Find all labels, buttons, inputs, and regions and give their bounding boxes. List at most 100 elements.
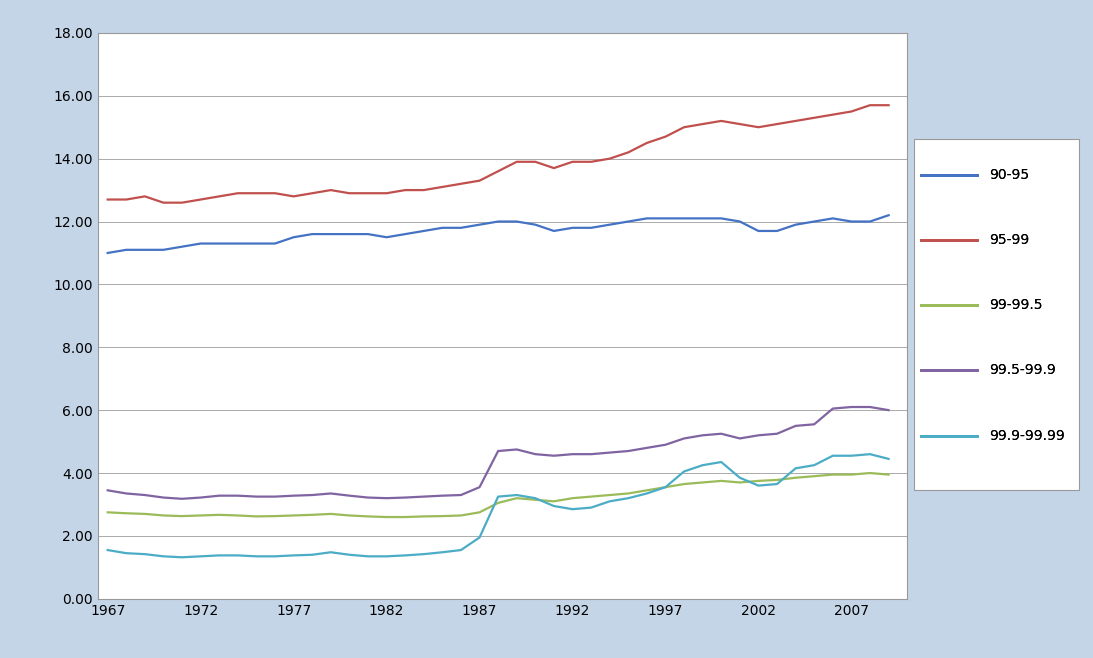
99.9-99.99: [548, 502, 561, 510]
99.9-99.99: [157, 553, 171, 561]
99-99.5: [250, 513, 263, 520]
99.5-99.9: [863, 403, 877, 411]
90-95: [306, 230, 319, 238]
Text: 95-99: 95-99: [989, 233, 1030, 247]
99-99.5: [678, 480, 691, 488]
99.5-99.9: [157, 494, 171, 501]
99.5-99.9: [306, 491, 319, 499]
95-99: [139, 192, 152, 200]
99.5-99.9: [752, 432, 765, 440]
Text: 95-99: 95-99: [989, 233, 1030, 247]
99.5-99.9: [473, 483, 486, 491]
95-99: [752, 123, 765, 131]
99.9-99.99: [492, 493, 505, 501]
95-99: [325, 186, 338, 194]
99.9-99.99: [566, 505, 579, 513]
99.5-99.9: [343, 492, 356, 499]
90-95: [139, 246, 152, 254]
99-99.5: [529, 496, 542, 504]
95-99: [826, 111, 839, 118]
90-95: [195, 240, 208, 247]
99.9-99.99: [269, 553, 282, 561]
90-95: [232, 240, 245, 247]
99.9-99.99: [640, 490, 654, 497]
99.5-99.9: [399, 494, 412, 501]
90-95: [362, 230, 375, 238]
90-95: [343, 230, 356, 238]
99-99.5: [492, 499, 505, 507]
99.9-99.99: [510, 491, 524, 499]
99.5-99.9: [325, 490, 338, 497]
99-99.5: [696, 478, 709, 486]
99.9-99.99: [455, 546, 468, 554]
95-99: [845, 107, 858, 115]
95-99: [418, 186, 431, 194]
99-99.5: [213, 511, 226, 519]
95-99: [863, 101, 877, 109]
99-99.5: [102, 509, 115, 517]
99.9-99.99: [102, 546, 115, 554]
90-95: [585, 224, 598, 232]
90-95: [845, 218, 858, 226]
99.5-99.9: [659, 441, 672, 449]
Text: 99.9-99.99: 99.9-99.99: [989, 428, 1065, 443]
95-99: [176, 199, 189, 207]
90-95: [789, 220, 802, 228]
99-99.5: [418, 513, 431, 520]
99.9-99.99: [789, 465, 802, 472]
95-99: [362, 190, 375, 197]
95-99: [808, 114, 821, 122]
99-99.5: [399, 513, 412, 521]
99.9-99.99: [213, 551, 226, 559]
99.5-99.9: [492, 447, 505, 455]
90-95: [603, 220, 616, 228]
Line: 99.5-99.9: 99.5-99.9: [108, 407, 889, 499]
99.9-99.99: [399, 551, 412, 559]
90-95: [380, 234, 393, 241]
99.9-99.99: [808, 461, 821, 469]
Text: 90-95: 90-95: [989, 168, 1029, 182]
95-99: [492, 167, 505, 175]
90-95: [418, 227, 431, 235]
90-95: [752, 227, 765, 235]
90-95: [120, 246, 133, 254]
95-99: [473, 177, 486, 185]
99-99.5: [715, 477, 728, 485]
99.9-99.99: [139, 550, 152, 558]
95-99: [343, 190, 356, 197]
90-95: [510, 218, 524, 226]
99.5-99.9: [195, 494, 208, 501]
90-95: [659, 215, 672, 222]
99.5-99.9: [715, 430, 728, 438]
99.5-99.9: [826, 405, 839, 413]
95-99: [102, 195, 115, 203]
99-99.5: [771, 476, 784, 484]
99.9-99.99: [120, 549, 133, 557]
99.5-99.9: [882, 406, 895, 414]
FancyBboxPatch shape: [915, 139, 1079, 490]
95-99: [603, 155, 616, 163]
95-99: [510, 158, 524, 166]
99.9-99.99: [343, 551, 356, 559]
99.5-99.9: [418, 493, 431, 501]
99.5-99.9: [380, 494, 393, 502]
99.9-99.99: [715, 458, 728, 466]
99.9-99.99: [232, 551, 245, 559]
99.5-99.9: [250, 493, 263, 501]
99.5-99.9: [102, 486, 115, 494]
95-99: [232, 190, 245, 197]
99.9-99.99: [250, 553, 263, 561]
99-99.5: [139, 510, 152, 518]
95-99: [399, 186, 412, 194]
99-99.5: [455, 511, 468, 519]
95-99: [287, 192, 301, 200]
95-99: [213, 192, 226, 200]
99-99.5: [845, 470, 858, 478]
99-99.5: [380, 513, 393, 521]
99.9-99.99: [325, 548, 338, 556]
99.9-99.99: [195, 553, 208, 561]
Text: 99-99.5: 99-99.5: [989, 298, 1043, 313]
95-99: [306, 190, 319, 197]
99-99.5: [659, 483, 672, 491]
Line: 99-99.5: 99-99.5: [108, 473, 889, 517]
